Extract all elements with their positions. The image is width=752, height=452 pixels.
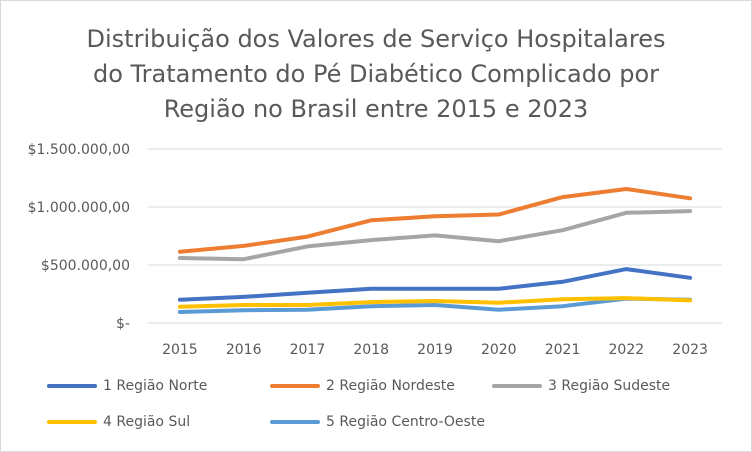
- chart-title-line-3: Região no Brasil entre 2015 e 2023: [163, 95, 589, 123]
- x-axis-tick-labels: 2015 2016 2017 2018 2019 2020 2021 2022 2023: [162, 342, 708, 358]
- legend-label: 3 Região Sudeste: [548, 378, 671, 394]
- x-tick-label: 2019: [417, 342, 453, 358]
- x-tick-label: 2018: [353, 342, 389, 358]
- x-tick-label: 2016: [226, 342, 262, 358]
- y-tick-label: $1.000.000,00: [28, 200, 130, 216]
- legend-swatch: [47, 420, 97, 424]
- legend-swatch: [270, 420, 320, 424]
- series-line: [177, 267, 693, 302]
- chart-title-line-1: Distribuição dos Valores de Serviço Hosp…: [86, 25, 666, 53]
- legend-label: 1 Região Norte: [103, 378, 208, 394]
- legend-label: 4 Região Sul: [103, 414, 191, 430]
- y-tick-label: $1.500.000,00: [28, 142, 130, 158]
- chart-title: Distribuição dos Valores de Serviço Hosp…: [0, 22, 752, 127]
- chart-title-line-2: do Tratamento do Pé Diabético Complicado…: [92, 60, 660, 88]
- series-line: [177, 296, 693, 314]
- x-tick-label: 2021: [545, 342, 581, 358]
- legend-item: 1 Região Norte: [47, 378, 207, 394]
- x-tick-label: 2023: [672, 342, 708, 358]
- x-tick-label: 2015: [162, 342, 198, 358]
- legend-item: 3 Região Sudeste: [492, 378, 670, 394]
- legend-label: 2 Região Nordeste: [326, 378, 455, 394]
- legend-swatch: [270, 384, 320, 388]
- legend-item: 2 Região Nordeste: [270, 378, 455, 394]
- y-tick-label: $-: [116, 316, 130, 332]
- series-line: [177, 187, 693, 254]
- y-tick-label: $500.000,00: [41, 258, 130, 274]
- legend-swatch: [492, 384, 542, 388]
- series-lines: [177, 187, 693, 314]
- x-tick-label: 2020: [481, 342, 517, 358]
- x-tick-label: 2022: [609, 342, 645, 358]
- series-line: [177, 209, 693, 262]
- series-line: [177, 296, 693, 309]
- legend-item: 5 Região Centro-Oeste: [270, 414, 485, 430]
- gridlines: [148, 148, 722, 324]
- legend-item: 4 Região Sul: [47, 414, 190, 430]
- y-axis-tick-labels: $- $500.000,00 $1.000.000,00 $1.500.000,00: [28, 142, 130, 332]
- x-tick-label: 2017: [290, 342, 326, 358]
- legend-label: 5 Região Centro-Oeste: [326, 414, 485, 430]
- legend-swatch: [47, 384, 97, 388]
